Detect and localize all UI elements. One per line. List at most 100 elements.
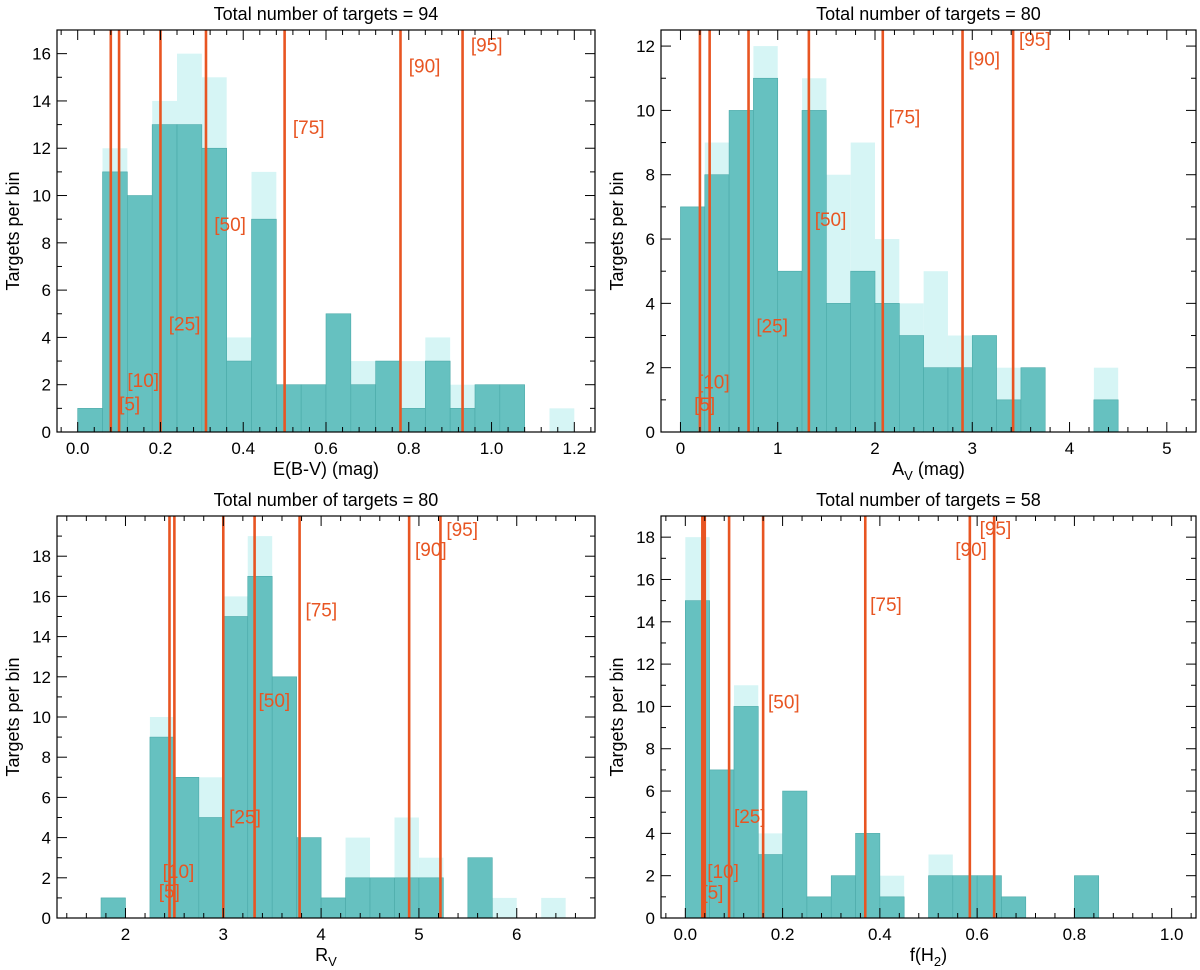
x-tick-label: 0.8 [1063, 925, 1087, 944]
chart-title: Total number of targets = 80 [214, 490, 439, 510]
y-tick-label: 6 [646, 782, 655, 801]
y-tick-label: 0 [646, 909, 655, 928]
bar-subset-targets [350, 384, 376, 433]
y-tick-label: 10 [32, 187, 51, 206]
x-axis-label: E(B-V) (mag) [273, 459, 379, 479]
bar-subset-targets [801, 110, 827, 433]
bar-subset-targets [1001, 896, 1027, 919]
x-axis-label: f(H2) [910, 945, 947, 969]
percentile-label: [50] [214, 215, 246, 236]
bar-subset-targets [777, 270, 803, 433]
x-tick-label: 4 [1065, 439, 1074, 458]
x-tick-label: 0.0 [673, 925, 697, 944]
percentile-label: [5] [159, 882, 180, 903]
percentile-label: [95] [980, 519, 1012, 540]
bar-subset-targets [247, 575, 273, 919]
y-tick-label: 16 [32, 587, 51, 606]
bar-subset-targets [976, 875, 1002, 919]
bar-all-targets [541, 897, 566, 918]
y-tick-label: 2 [646, 359, 655, 378]
bar-all-targets [492, 897, 517, 918]
percentile-label: [50] [259, 691, 291, 712]
percentile-label: [95] [1019, 30, 1051, 51]
percentile-label: [25] [169, 314, 201, 335]
chart-panel-3: [5][10] [25] [50] [75] [90][95] 2 3 4 5 6 0 2 4 6 8 10 1… [3, 490, 596, 969]
bar-subset-targets [151, 124, 178, 433]
x-tick-label: 3 [968, 439, 977, 458]
y-tick-label: 18 [32, 547, 51, 566]
y-tick-label: 14 [32, 628, 51, 647]
chart-panel-4: [5][10] [25] [50] [75] [90][95] 0.0 0.2 0.4 0.6 0… [607, 490, 1197, 969]
bar-subset-targets [325, 313, 352, 433]
x-tick-label: 1.0 [480, 439, 504, 458]
bar-subset-targets [176, 124, 203, 433]
x-tick-label: 1.0 [1160, 925, 1184, 944]
bar-subset-targets [874, 303, 900, 433]
chart-title: Total number of targets = 94 [214, 4, 439, 24]
percentile-label: [95] [471, 35, 503, 56]
x-tick-label: 2 [870, 439, 879, 458]
bar-subset-targets [806, 896, 832, 919]
bar-subset-targets [276, 384, 302, 433]
percentile-label: [50] [815, 210, 847, 231]
bar-subset-targets [77, 408, 103, 433]
percentile-label: [75] [305, 601, 337, 622]
bar-subset-targets [300, 384, 327, 433]
y-tick-label: 10 [32, 708, 51, 727]
y-tick-label: 12 [32, 139, 51, 158]
bar-subset-targets [1074, 875, 1100, 919]
x-tick-label: 4 [316, 925, 325, 944]
bar-subset-targets [850, 270, 876, 433]
y-tick-label: 4 [42, 328, 51, 347]
percentile-label: [75] [889, 107, 921, 128]
x-tick-label: 0.6 [965, 925, 989, 944]
y-tick-label: 8 [42, 234, 51, 253]
bar-subset-targets [947, 367, 973, 433]
bar-all-targets [549, 408, 575, 432]
y-tick-label: 8 [646, 740, 655, 759]
percentile-label: [75] [870, 595, 902, 616]
bar-subset-targets [375, 360, 401, 433]
bar-subset-targets [782, 790, 808, 919]
bar-subset-targets [830, 875, 856, 919]
x-tick-label: 0.0 [66, 439, 90, 458]
percentile-label: [5] [119, 395, 140, 416]
x-tick-label: 2 [121, 925, 130, 944]
bar-subset-targets [425, 360, 451, 433]
bar-subset-targets [251, 218, 277, 433]
percentile-label: [10] [127, 371, 159, 392]
y-tick-label: 2 [42, 376, 51, 395]
y-tick-label: 6 [42, 281, 51, 300]
y-tick-label: 0 [42, 909, 51, 928]
x-tick-label: 1 [773, 439, 782, 458]
axes-frame [660, 29, 1197, 433]
y-tick-label: 2 [42, 869, 51, 888]
bar-subset-targets [320, 897, 346, 919]
x-tick-label: 5 [414, 925, 423, 944]
percentile-label: [10] [698, 373, 730, 394]
bar-subset-targets [271, 676, 297, 919]
bar-subset-targets [855, 833, 881, 919]
x-tick-label: 0.4 [868, 925, 892, 944]
chart-panel-1: [5] [10] [25] [50] [75] [90] [95] 0.0 0.2 0.4 0.6 0… [3, 4, 596, 479]
percentile-label: [25] [756, 316, 788, 337]
x-tick-label: 3 [219, 925, 228, 944]
axes-frame [660, 515, 1197, 919]
percentile-label: [90] [955, 540, 987, 561]
x-tick-label: 6 [512, 925, 521, 944]
y-tick-label: 12 [636, 655, 655, 674]
bar-subset-targets [102, 171, 128, 433]
bar-subset-targets [467, 857, 493, 919]
y-tick-label: 4 [42, 829, 51, 848]
bar-subset-targets [899, 335, 924, 433]
chart-title: Total number of targets = 80 [816, 4, 1041, 24]
y-tick-label: 16 [32, 45, 51, 64]
bar-subset-targets [345, 877, 371, 919]
bar-subset-targets [100, 897, 126, 919]
x-axis-label: RV [315, 945, 337, 969]
bar-subset-targets [226, 360, 252, 433]
y-tick-label: 12 [636, 37, 655, 56]
y-tick-label: 4 [646, 824, 655, 843]
percentile-label: [75] [293, 118, 325, 139]
